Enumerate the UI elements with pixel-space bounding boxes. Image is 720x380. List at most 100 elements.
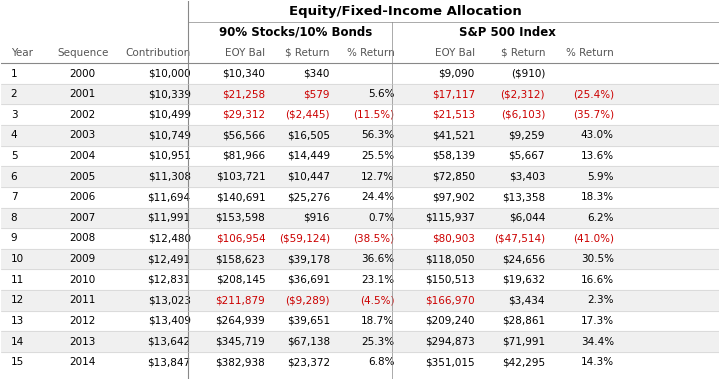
Text: $97,902: $97,902 (432, 192, 474, 202)
Text: $264,939: $264,939 (215, 316, 266, 326)
Text: $211,879: $211,879 (215, 295, 266, 305)
Text: 2012: 2012 (70, 316, 96, 326)
Text: ($6,103): ($6,103) (500, 110, 545, 120)
Text: Contribution: Contribution (125, 48, 191, 58)
Text: 90% Stocks/10% Bonds: 90% Stocks/10% Bonds (219, 26, 372, 39)
Text: ($910): ($910) (510, 68, 545, 79)
Text: 11: 11 (11, 275, 24, 285)
Text: 2001: 2001 (70, 89, 96, 99)
Text: $340: $340 (304, 68, 330, 79)
Text: 25.5%: 25.5% (361, 151, 395, 161)
Text: $10,340: $10,340 (222, 68, 266, 79)
Text: 12.7%: 12.7% (361, 172, 395, 182)
Text: $382,938: $382,938 (215, 357, 266, 367)
Text: 18.3%: 18.3% (581, 192, 614, 202)
Text: 8: 8 (11, 213, 17, 223)
Text: Year: Year (11, 48, 32, 58)
Text: Sequence: Sequence (57, 48, 109, 58)
Text: $81,966: $81,966 (222, 151, 266, 161)
Text: % Return: % Return (566, 48, 614, 58)
Text: $208,145: $208,145 (216, 275, 266, 285)
Text: $13,023: $13,023 (148, 295, 191, 305)
Text: 30.5%: 30.5% (581, 254, 614, 264)
Text: $115,937: $115,937 (425, 213, 474, 223)
Text: 2007: 2007 (70, 213, 96, 223)
Text: 1: 1 (11, 68, 17, 79)
Text: ($47,514): ($47,514) (494, 233, 545, 244)
Text: 2013: 2013 (70, 337, 96, 347)
Text: (35.7%): (35.7%) (573, 110, 614, 120)
Text: 43.0%: 43.0% (581, 130, 614, 140)
Text: 13: 13 (11, 316, 24, 326)
Text: ($2,312): ($2,312) (500, 89, 545, 99)
Text: $6,044: $6,044 (508, 213, 545, 223)
Text: Equity/Fixed-Income Allocation: Equity/Fixed-Income Allocation (289, 5, 521, 18)
Text: 5.9%: 5.9% (588, 172, 614, 182)
Text: $11,694: $11,694 (148, 192, 191, 202)
Text: 2: 2 (11, 89, 17, 99)
Text: $9,259: $9,259 (508, 130, 545, 140)
Text: $150,513: $150,513 (425, 275, 474, 285)
Text: $25,276: $25,276 (287, 192, 330, 202)
Text: $10,339: $10,339 (148, 89, 191, 99)
Bar (1, 207, 719, 228)
Text: 23.1%: 23.1% (361, 275, 395, 285)
Text: $13,409: $13,409 (148, 316, 191, 326)
Text: 0.7%: 0.7% (368, 213, 395, 223)
Text: $11,991: $11,991 (148, 213, 191, 223)
Text: 18.7%: 18.7% (361, 316, 395, 326)
Text: ($2,445): ($2,445) (285, 110, 330, 120)
Text: $17,117: $17,117 (431, 89, 474, 99)
Bar (1, 290, 719, 310)
Text: 2006: 2006 (70, 192, 96, 202)
Text: 2005: 2005 (70, 172, 96, 182)
Text: $42,295: $42,295 (502, 357, 545, 367)
Text: $5,667: $5,667 (508, 151, 545, 161)
Text: EOY Bal: EOY Bal (225, 48, 266, 58)
Text: $72,850: $72,850 (432, 172, 474, 182)
Text: $16,505: $16,505 (287, 130, 330, 140)
Text: $9,090: $9,090 (438, 68, 474, 79)
Text: % Return: % Return (346, 48, 395, 58)
Text: 10: 10 (11, 254, 24, 264)
Text: ($59,124): ($59,124) (279, 233, 330, 244)
Text: $19,632: $19,632 (502, 275, 545, 285)
Text: 2009: 2009 (70, 254, 96, 264)
Text: 2010: 2010 (70, 275, 96, 285)
Bar (1, 249, 719, 269)
Bar (1, 125, 719, 146)
Text: ($9,289): ($9,289) (285, 295, 330, 305)
Text: 6.8%: 6.8% (368, 357, 395, 367)
Bar (1, 166, 719, 187)
Text: $3,434: $3,434 (508, 295, 545, 305)
Text: $21,513: $21,513 (431, 110, 474, 120)
Text: $106,954: $106,954 (216, 233, 266, 244)
Text: 7: 7 (11, 192, 17, 202)
Text: $71,991: $71,991 (502, 337, 545, 347)
Text: $209,240: $209,240 (426, 316, 474, 326)
Text: (25.4%): (25.4%) (573, 89, 614, 99)
Text: $58,139: $58,139 (431, 151, 474, 161)
Text: $14,449: $14,449 (287, 151, 330, 161)
Text: 14: 14 (11, 337, 24, 347)
Text: $67,138: $67,138 (287, 337, 330, 347)
Text: (41.0%): (41.0%) (573, 233, 614, 244)
Text: 2014: 2014 (70, 357, 96, 367)
Text: $56,566: $56,566 (222, 130, 266, 140)
Text: $39,178: $39,178 (287, 254, 330, 264)
Text: $10,749: $10,749 (148, 130, 191, 140)
Text: 2003: 2003 (70, 130, 96, 140)
Text: 56.3%: 56.3% (361, 130, 395, 140)
Text: (11.5%): (11.5%) (354, 110, 395, 120)
Text: $916: $916 (303, 213, 330, 223)
Text: $140,691: $140,691 (216, 192, 266, 202)
Text: $294,873: $294,873 (425, 337, 474, 347)
Text: EOY Bal: EOY Bal (435, 48, 474, 58)
Text: 6.2%: 6.2% (588, 213, 614, 223)
Text: 24.4%: 24.4% (361, 192, 395, 202)
Text: 34.4%: 34.4% (581, 337, 614, 347)
Text: $166,970: $166,970 (425, 295, 474, 305)
Text: $ Return: $ Return (285, 48, 330, 58)
Text: $10,951: $10,951 (148, 151, 191, 161)
Text: 16.6%: 16.6% (581, 275, 614, 285)
